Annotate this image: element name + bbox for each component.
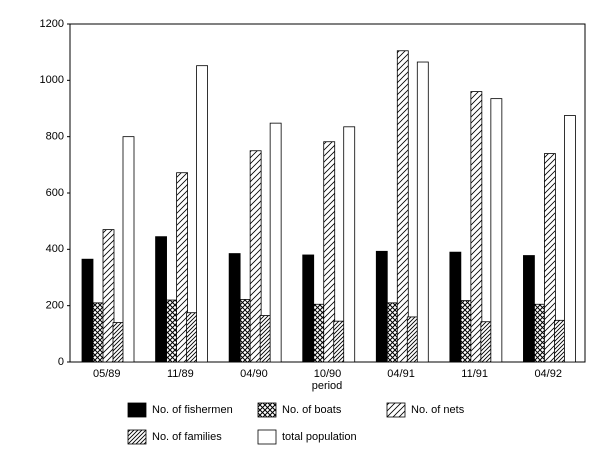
bar	[302, 254, 315, 363]
legend-swatch	[386, 402, 406, 418]
bar	[470, 91, 483, 363]
legend-label: total population	[282, 431, 357, 443]
bar	[480, 321, 493, 363]
legend-swatch	[257, 402, 277, 418]
bar	[449, 251, 462, 363]
legend-label: No. of nets	[411, 404, 465, 416]
bar	[81, 258, 94, 363]
y-tick-label: 1200	[40, 18, 64, 30]
bar	[122, 136, 135, 363]
x-tick-label: 11/89	[167, 368, 194, 380]
legend-label: No. of families	[152, 431, 222, 443]
bar	[343, 126, 356, 363]
bar	[375, 250, 388, 363]
bar	[396, 50, 409, 363]
bar	[333, 320, 346, 363]
bar	[239, 299, 252, 363]
bar	[490, 98, 503, 363]
bar	[176, 172, 188, 363]
bar	[554, 319, 566, 363]
bar	[186, 312, 198, 363]
legend-label: No. of fishermen	[152, 404, 233, 416]
x-tick-label: 04/92	[534, 368, 562, 380]
bar	[259, 315, 272, 363]
x-tick-label: 05/89	[93, 368, 121, 380]
y-tick-label: 0	[58, 356, 64, 368]
bar	[155, 236, 167, 363]
x-tick-label: 04/91	[387, 368, 415, 380]
y-tick-label: 200	[46, 300, 64, 312]
y-tick-label: 600	[46, 187, 64, 199]
bar	[166, 299, 178, 363]
legend-swatch	[127, 429, 147, 445]
x-tick-label: 11/91	[461, 368, 488, 380]
y-tick-label: 800	[46, 131, 64, 143]
bar	[544, 153, 556, 363]
bar	[323, 141, 336, 363]
bar	[196, 65, 208, 363]
bar	[460, 300, 473, 363]
y-tick-label: 400	[46, 243, 64, 255]
bar	[92, 302, 105, 363]
bar	[249, 150, 262, 363]
bar	[269, 122, 282, 363]
bar	[523, 255, 535, 363]
bar	[228, 253, 241, 363]
legend-swatch	[127, 402, 147, 418]
x-tick-label: 04/90	[240, 368, 268, 380]
bar	[564, 115, 576, 363]
x-tick-label: 10/90	[314, 368, 342, 380]
bar	[313, 303, 326, 363]
legend-label: No. of boats	[282, 404, 342, 416]
bar	[534, 303, 546, 363]
bar	[112, 322, 125, 363]
x-axis-label: period	[312, 380, 343, 392]
bar	[416, 61, 429, 363]
bar	[406, 316, 419, 363]
legend-swatch	[257, 429, 277, 445]
bar	[102, 229, 115, 363]
bar	[386, 302, 399, 363]
y-tick-label: 1000	[40, 74, 64, 86]
